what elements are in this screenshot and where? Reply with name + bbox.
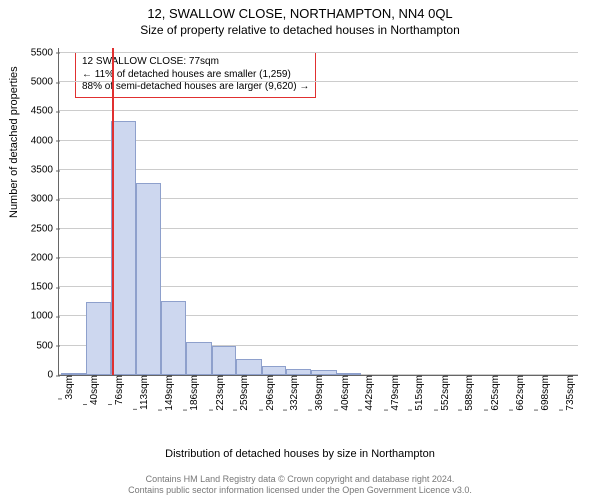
y-tick-label: 4000 [31,135,59,146]
x-tick-label: 186sqm [186,375,200,411]
y-tick-label: 5500 [31,47,59,58]
histogram-bar [212,346,237,375]
x-tick-label: 332sqm [286,375,300,411]
page-title: 12, SWALLOW CLOSE, NORTHAMPTON, NN4 0QL [0,6,600,21]
x-tick-label: 515sqm [411,375,425,411]
y-axis-label: Number of detached properties [8,66,20,218]
x-tick-label: 223sqm [212,375,226,411]
annotation-line-1: 12 SWALLOW CLOSE: 77sqm [82,56,309,69]
x-tick-label: 40sqm [86,375,100,405]
histogram-bar [161,301,186,375]
histogram-bar [86,302,111,375]
y-tick-label: 4500 [31,106,59,117]
gridline [59,110,578,111]
footer-line-1: Contains HM Land Registry data © Crown c… [0,474,600,485]
x-tick-label: 296sqm [262,375,276,411]
histogram-bar [262,366,287,375]
x-tick-label: 3sqm [61,375,75,399]
chart-area: 12 SWALLOW CLOSE: 77sqm ← 11% of detache… [58,48,578,428]
x-tick-label: 113sqm [136,375,150,410]
histogram-bar [236,359,261,375]
y-tick-label: 1000 [31,311,59,322]
y-tick-label: 2000 [31,252,59,263]
y-tick-label: 3000 [31,194,59,205]
y-tick-label: 5000 [31,77,59,88]
gridline [59,169,578,170]
x-tick-label: 662sqm [512,375,526,411]
x-tick-label: 625sqm [487,375,501,411]
x-axis-label: Distribution of detached houses by size … [0,448,600,460]
x-tick-label: 588sqm [461,375,475,411]
y-tick-label: 0 [47,370,59,381]
page-subtitle: Size of property relative to detached ho… [0,23,600,37]
y-tick-label: 500 [36,340,59,351]
x-tick-label: 76sqm [111,375,125,405]
y-tick-label: 1500 [31,282,59,293]
x-tick-label: 735sqm [562,375,576,411]
x-tick-label: 406sqm [337,375,351,411]
y-tick-label: 3500 [31,165,59,176]
x-tick-label: 149sqm [161,375,175,411]
footer-line-2: Contains public sector information licen… [0,485,600,496]
y-tick-label: 2500 [31,223,59,234]
x-tick-label: 369sqm [311,375,325,411]
plot-area: 12 SWALLOW CLOSE: 77sqm ← 11% of detache… [58,48,578,376]
x-tick-label: 442sqm [361,375,375,411]
gridline [59,140,578,141]
footer: Contains HM Land Registry data © Crown c… [0,474,600,497]
x-tick-label: 552sqm [437,375,451,411]
x-tick-label: 259sqm [236,375,250,411]
gridline [59,81,578,82]
annotation-line-3: 88% of semi-detached houses are larger (… [82,81,309,94]
gridline [59,52,578,53]
annotation-line-2: ← 11% of detached houses are smaller (1,… [82,69,309,82]
marker-line [112,48,114,375]
histogram-bar [136,183,161,375]
histogram-bar [186,342,211,375]
x-tick-label: 698sqm [537,375,551,411]
chart-page: 12, SWALLOW CLOSE, NORTHAMPTON, NN4 0QL … [0,0,600,500]
x-tick-label: 479sqm [387,375,401,411]
histogram-bar [111,121,136,375]
